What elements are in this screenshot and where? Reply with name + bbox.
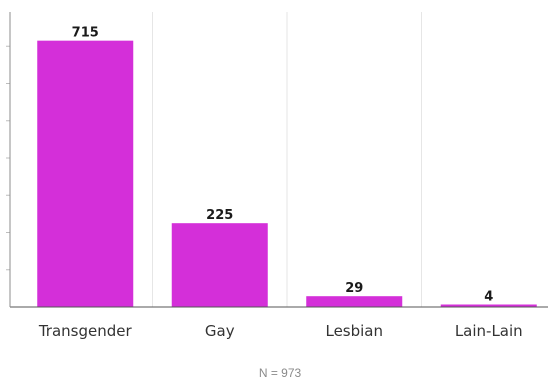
- x-tick-label: Lain-Lain: [455, 322, 523, 340]
- data-label: 29: [345, 281, 363, 296]
- bar-gay: [171, 223, 268, 307]
- x-tick-label: Transgender: [38, 322, 133, 340]
- bars: [37, 40, 537, 307]
- data-label: 715: [72, 26, 99, 41]
- x-tick-labels: Transgender Gay Lesbian Lain-Lain: [38, 322, 523, 340]
- bar-lesbian: [306, 296, 403, 307]
- data-label: 4: [484, 290, 493, 305]
- data-label: 225: [206, 208, 233, 223]
- x-tick-label: Gay: [205, 322, 235, 340]
- sample-size-note: N = 973: [258, 366, 302, 380]
- gridlines: [6, 12, 422, 307]
- data-labels: 715 225 29 4: [72, 26, 494, 305]
- bar-transgender: [37, 40, 134, 307]
- bar-lain-lain: [440, 304, 537, 307]
- x-tick-label: Lesbian: [325, 322, 383, 340]
